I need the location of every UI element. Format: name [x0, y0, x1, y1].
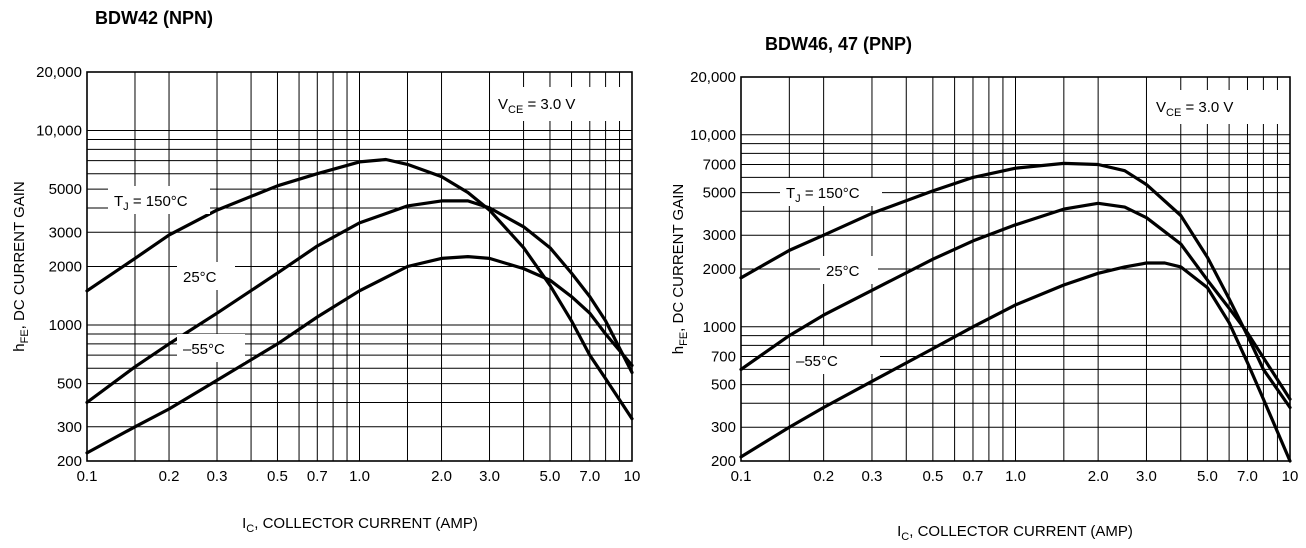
plot-frame	[86, 71, 633, 462]
chart-bdw46-47-pnp: BDW46, 47 (PNP) 0.1 0.2 0.3 0.5 0.7 1.0 2.0 3.0 5…	[670, 34, 1298, 543]
x-tick-label: 2.0	[1088, 468, 1109, 485]
x-tick-label: 10	[1282, 468, 1299, 485]
y-tick-label: 10,000	[690, 127, 736, 144]
condition-background	[1150, 90, 1282, 124]
condition-label: VCE = 3.0 V	[492, 87, 624, 121]
chart-title: BDW46, 47 (PNP)	[765, 34, 912, 54]
condition-text: VCE = 3.0 V	[498, 96, 575, 116]
x-tick-label: 5.0	[540, 468, 561, 485]
series-line-1	[739, 201, 1292, 401]
y-tick-label: 3000	[703, 227, 736, 244]
condition-label: VCE = 3.0 V	[1150, 90, 1282, 124]
x-tick-label: 0.7	[963, 468, 984, 485]
y-tick-label: 5000	[49, 181, 82, 198]
x-tick-label: 5.0	[1197, 468, 1218, 485]
y-axis-label: hFE, DC CURRENT GAIN	[11, 181, 31, 351]
x-axis-label: IC, COLLECTOR CURRENT (AMP)	[242, 515, 478, 535]
y-tick-label: 2000	[49, 259, 82, 276]
y-tick-label: 300	[57, 419, 82, 436]
y-tick-label: 500	[57, 376, 82, 393]
x-tick-label: 0.1	[731, 468, 752, 485]
y-tick-label: 200	[711, 453, 736, 470]
x-tick-label: 0.5	[267, 468, 288, 485]
x-tick-label: 0.3	[862, 468, 883, 485]
y-tick-label: 1000	[703, 319, 736, 336]
label-background	[177, 262, 235, 290]
y-tick-label: 20,000	[36, 64, 82, 81]
label-background	[177, 334, 245, 362]
condition-text: VCE = 3.0 V	[1156, 99, 1233, 119]
y-tick-label: 2000	[703, 261, 736, 278]
x-tick-label: 0.7	[307, 468, 328, 485]
series-line-0	[739, 161, 1292, 410]
x-tick-label: 3.0	[479, 468, 500, 485]
series-line-2	[85, 255, 634, 455]
x-tick-label: 0.5	[922, 468, 943, 485]
series-label-text: 25°C	[826, 263, 860, 280]
label-background	[790, 346, 880, 374]
y-tick-label: 20,000	[690, 69, 736, 86]
y-tick-label: 7000	[703, 157, 736, 174]
x-tick-label: 7.0	[1237, 468, 1258, 485]
x-tick-label: 1.0	[349, 468, 370, 485]
grid	[87, 72, 632, 461]
series-line-2	[739, 261, 1292, 463]
series-label-0: TJ = 150°C	[108, 186, 210, 214]
y-tick-label: 200	[57, 453, 82, 470]
series-label-text: TJ = 150°C	[786, 185, 860, 205]
plot-frame	[740, 76, 1291, 462]
x-tick-label: 10	[624, 468, 641, 485]
series-label-text: TJ = 150°C	[114, 193, 188, 213]
grid	[741, 77, 1290, 461]
series-label-text: –55°C	[183, 341, 225, 358]
x-tick-label: 0.3	[207, 468, 228, 485]
chart-title: BDW42 (NPN)	[95, 8, 213, 28]
label-background	[780, 178, 882, 206]
series-line-1	[85, 199, 634, 404]
y-tick-label: 300	[711, 419, 736, 436]
series-label-text: 25°C	[183, 269, 217, 286]
series-label-0: TJ = 150°C	[780, 178, 882, 206]
condition-background	[492, 87, 624, 121]
series-label-text: –55°C	[796, 353, 838, 370]
y-tick-label: 10,000	[36, 123, 82, 140]
series-label-2: –55°C	[177, 334, 245, 362]
x-tick-label: 3.0	[1136, 468, 1157, 485]
x-tick-label: 0.2	[813, 468, 834, 485]
y-tick-label: 3000	[49, 224, 82, 241]
x-axis-label: IC, COLLECTOR CURRENT (AMP)	[897, 523, 1133, 543]
x-tick-label: 2.0	[431, 468, 452, 485]
y-tick-label: 500	[711, 377, 736, 394]
x-tick-label: 7.0	[579, 468, 600, 485]
x-tick-label: 0.2	[159, 468, 180, 485]
y-tick-label: 700	[711, 349, 736, 366]
series-label-1: 25°C	[820, 256, 878, 284]
y-tick-label: 5000	[703, 185, 736, 202]
y-axis-label: hFE, DC CURRENT GAIN	[670, 184, 690, 354]
chart-bdw42-npn: BDW42 (NPN) 0.1 0.2 0.3 0.5 0.7 1.0 2.0 3.0 5.0 7.…	[11, 8, 640, 535]
label-background	[108, 186, 210, 214]
label-background	[820, 256, 878, 284]
series-line-0	[85, 157, 634, 421]
y-tick-label: 1000	[49, 317, 82, 334]
x-tick-label: 1.0	[1005, 468, 1026, 485]
x-tick-label: 0.1	[77, 468, 98, 485]
series-label-2: –55°C	[790, 346, 880, 374]
series-label-1: 25°C	[177, 262, 235, 290]
